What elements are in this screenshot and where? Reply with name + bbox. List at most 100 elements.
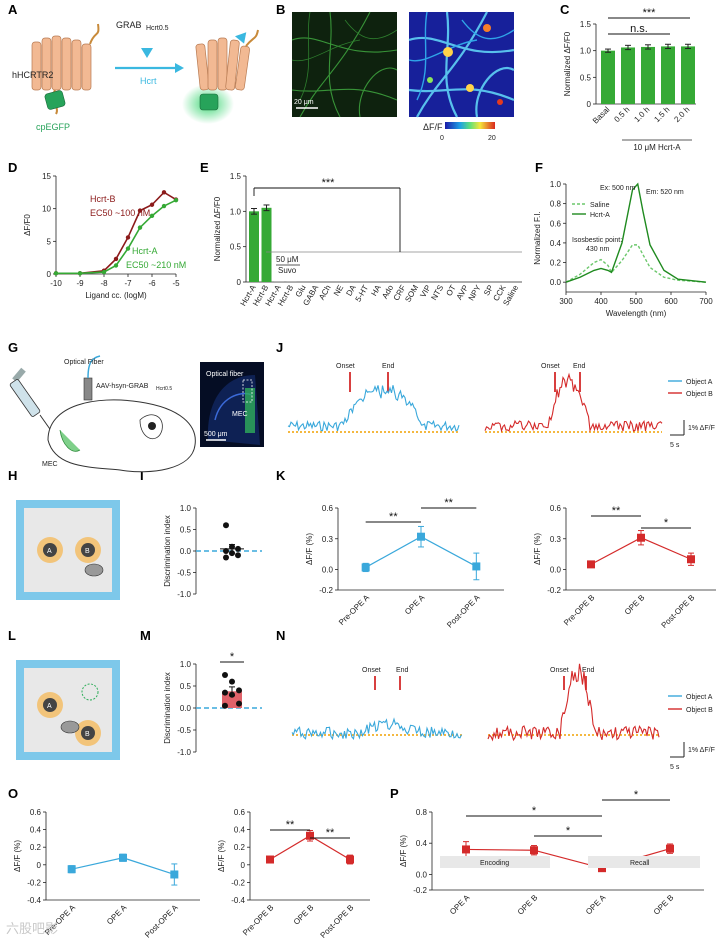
colorbar-min: 0 — [440, 135, 444, 142]
legend-object-b-n: Object B — [686, 707, 713, 714]
panel-letter-p: P — [390, 786, 399, 801]
chart-f: 0.0 0.2 0.4 0.6 0.8 1.0 Normalized F.I. 300 400 5… — [533, 180, 713, 318]
o-right-data-point — [266, 855, 274, 864]
c-group-label: 10 μM Hcrt-A — [633, 143, 681, 152]
d-x-tick-label: -5 — [172, 279, 180, 288]
panel-letter-h: H — [8, 468, 17, 483]
i-data-point — [223, 554, 229, 561]
end-label-j-b: End — [573, 363, 586, 370]
d-series-name: Hcrt-A — [132, 246, 158, 256]
scale-time-n: 5 s — [670, 764, 680, 771]
c-y-tick-label: 1.0 — [580, 47, 592, 56]
reaction-arrowhead — [175, 63, 184, 73]
f-x-tick-label: 600 — [664, 297, 678, 306]
d-data-point — [101, 269, 107, 275]
d-data-point — [77, 271, 83, 276]
panel-letter-g: G — [8, 340, 18, 355]
e-x-tick-label: NPY — [467, 283, 483, 302]
e-y-tick-label: 1.0 — [230, 207, 242, 216]
d-data-point — [125, 235, 131, 240]
k-left-data-point — [361, 563, 370, 572]
k-left-sig-label: ** — [444, 497, 453, 509]
f-x-axis-label: Wavelength (nm) — [606, 309, 667, 318]
fp-label: cpEGFP — [36, 122, 70, 132]
f-annotation: Isosbestic point: — [572, 237, 622, 244]
i-y-tick-label: -1.0 — [177, 590, 191, 599]
receptor-apo — [31, 23, 100, 115]
p-x-tick-label: OPE A — [448, 893, 472, 917]
c-bar — [621, 47, 635, 104]
p-data-point — [530, 846, 538, 855]
scale-time-j: 5 s — [670, 442, 680, 449]
m-data-point — [236, 687, 242, 694]
c-x-tick-label: 1.0 h — [632, 105, 651, 124]
k-right-data-point — [637, 533, 645, 542]
p-y-tick-label: 0.0 — [416, 870, 428, 879]
k-left-data-point — [417, 532, 425, 541]
panel-letter-l: L — [8, 628, 16, 643]
d-data-point — [173, 197, 179, 203]
k-right-x-tick-label: OPE B — [623, 593, 647, 617]
p-y-tick-label: 0.8 — [416, 808, 428, 817]
f-y-axis-label: Normalized F.I. — [533, 211, 542, 264]
o-left-y-tick-label: 0.6 — [30, 808, 42, 817]
o-right-y-tick-label: -0.4 — [231, 896, 245, 905]
k-left-y-tick-label: 0.3 — [322, 535, 334, 544]
f-y-tick-label: 0.0 — [550, 278, 562, 287]
onset-label-j-a: Onset — [336, 363, 355, 370]
colorbar — [445, 122, 495, 129]
sensor-label: GRAB — [116, 20, 142, 30]
d-y-tick-label: 15 — [42, 172, 51, 181]
i-y-tick-label: -0.5 — [177, 569, 191, 578]
f-x-tick-label: 500 — [629, 297, 643, 306]
e-x-tick-label: NE — [332, 284, 345, 298]
m-y-tick-label: -0.5 — [177, 726, 191, 735]
panel-letter-k: K — [276, 468, 286, 483]
chart-k-right: 0.6 0.3 0.0 -0.2 ΔF/F (%) Pre-OPE B OPE B Post-… — [533, 504, 716, 630]
m-data-point — [229, 678, 235, 685]
e-sig-label: *** — [322, 177, 336, 189]
f-x-tick-label: 300 — [559, 297, 573, 306]
m-data-point — [222, 702, 228, 709]
chart-p: 0.8 0.4 0.0 -0.2 ΔF/F (%) OPE A OPE B OPE A OPE … — [399, 789, 704, 917]
o-right-y-axis-label: ΔF/F (%) — [217, 840, 226, 872]
e-x-tick-label: NTS — [429, 284, 445, 302]
j-trace-object-a — [287, 384, 460, 432]
f-annotation: 430 nm — [586, 246, 610, 253]
f-y-tick-label: 0.6 — [550, 219, 562, 228]
o-left-data-point — [170, 870, 179, 879]
c-sig-label: *** — [643, 7, 657, 19]
i-y-axis-label: Discrimination index — [163, 515, 172, 587]
c-x-tick-label: Basal — [591, 105, 612, 126]
d-x-tick-label: -10 — [50, 279, 62, 288]
scale-amp-n: 1% ΔF/F — [688, 747, 715, 754]
panel-letter-e: E — [200, 160, 209, 175]
chart-m: 1.0 0.5 0.0 -0.5 -1.0 Discrimination index * — [163, 651, 262, 757]
onset-label-j-b: Onset — [541, 363, 560, 370]
k-right-y-tick-label: -0.2 — [547, 586, 561, 595]
end-label-n-a: End — [396, 667, 409, 674]
object-b-label-h: B — [85, 548, 90, 555]
p-sig-label: * — [532, 805, 537, 817]
m-data-point — [229, 691, 235, 698]
o-left-y-axis-label: ΔF/F (%) — [13, 840, 22, 872]
k-left-x-tick-label: Post-OPE A — [445, 593, 482, 630]
e-x-tick-label: ACh — [317, 284, 333, 302]
c-sig-label: n.s. — [630, 23, 648, 35]
region-label-g: MEC — [42, 461, 58, 468]
chart-d: 0 5 10 15 ΔF/F0 -10 -9 -8 -7 -6 -5 Ligand cc. (logM… — [23, 172, 186, 300]
f-annotation: Ex: 500 nm — [600, 185, 636, 192]
o-left-y-tick-label: -0.2 — [27, 878, 41, 887]
p-sig-label: * — [566, 825, 571, 837]
d-series-name: Hcrt-B — [90, 194, 116, 204]
arena-l: A B — [16, 660, 120, 760]
panel-letter-d: D — [8, 160, 17, 175]
k-right-x-tick-label: Post-OPE B — [660, 593, 697, 630]
f-y-tick-label: 0.8 — [550, 200, 562, 209]
object-b-label-l: B — [85, 731, 90, 738]
virus-label: AAV-hsyn-GRAB — [96, 383, 149, 390]
fiber-label-g: Optical Fiber — [64, 359, 104, 366]
o-right-sig-label: ** — [326, 827, 335, 839]
j-trace-object-b — [484, 372, 663, 433]
